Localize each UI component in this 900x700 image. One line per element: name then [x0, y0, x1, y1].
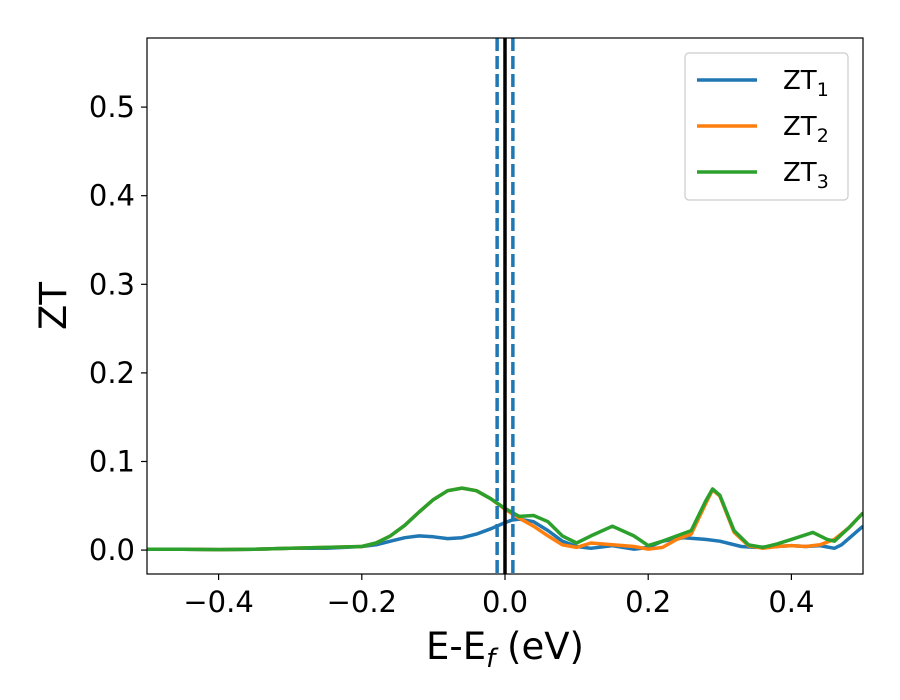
y-tick-label: 0.1 — [89, 444, 135, 478]
x-tick-label: 0.4 — [768, 585, 814, 619]
legend-item-zt1: ZT1 — [697, 66, 829, 101]
legend-item-zt3: ZT3 — [697, 158, 829, 193]
legend-label: ZT3 — [783, 158, 829, 193]
x-tick-label: 0.0 — [482, 585, 528, 619]
y-tick-label: 0.4 — [89, 179, 135, 213]
legend-item-zt2: ZT2 — [697, 112, 829, 147]
y-tick-label: 0.2 — [89, 356, 135, 390]
x-axis-label-main: E-E — [426, 625, 486, 668]
series-line-zt3 — [147, 486, 863, 552]
x-tick-label: −0.2 — [327, 585, 397, 619]
y-tick-label: 0.5 — [89, 90, 135, 124]
x-axis-label: E-Ef (eV) — [426, 625, 584, 674]
legend-label: ZT1 — [783, 66, 829, 101]
legend: ZT1 ZT2 ZT3 — [684, 52, 849, 201]
legend-label: ZT2 — [783, 112, 829, 147]
x-axis: −0.4 −0.2 0.0 0.2 0.4 — [183, 574, 814, 619]
y-axis: 0.0 0.1 0.2 0.3 0.4 0.5 — [89, 90, 147, 567]
plot-series-group — [147, 38, 863, 574]
plot-area — [147, 38, 863, 574]
y-tick-label: 0.3 — [89, 267, 135, 301]
x-axis-label-unit: (eV) — [495, 625, 584, 668]
x-tick-label: 0.2 — [625, 585, 671, 619]
x-tick-label: −0.4 — [183, 585, 253, 619]
y-axis-label: ZT — [32, 282, 75, 330]
legend-box — [684, 52, 849, 201]
y-tick-label: 0.0 — [89, 533, 135, 567]
